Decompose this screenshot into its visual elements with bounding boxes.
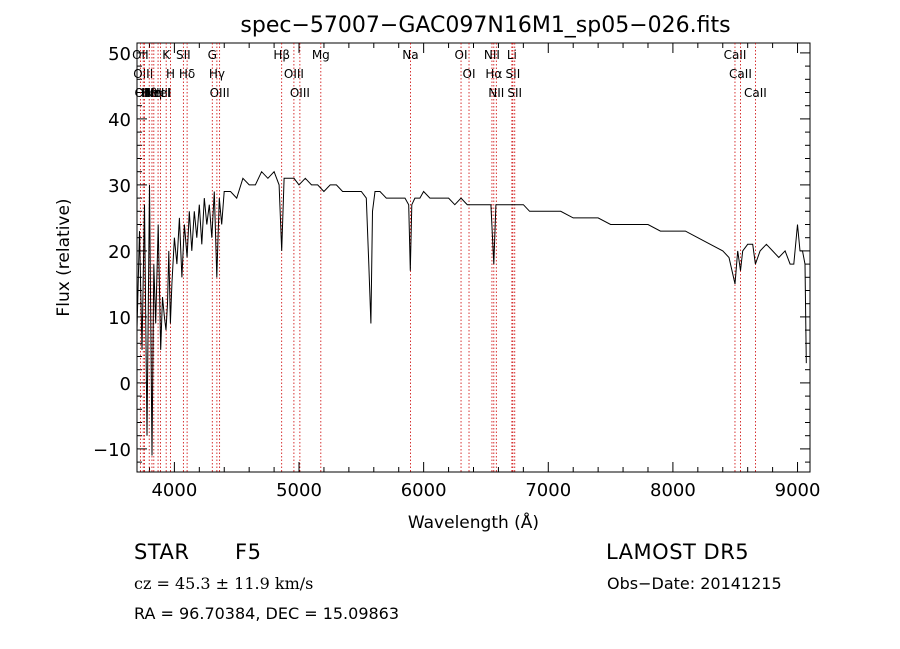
x-tick-label: 9000: [775, 480, 821, 501]
line-marker-label: Na: [402, 48, 418, 62]
line-marker-label: NII: [488, 86, 504, 100]
x-axis-label: Wavelength (Å): [408, 511, 539, 533]
line-marker-label: OII: [132, 48, 149, 62]
y-tick-label: 50: [108, 44, 131, 65]
y-tick-label: 10: [108, 308, 131, 329]
y-tick-label: −10: [93, 440, 131, 461]
line-marker-label: HeI: [151, 86, 171, 100]
chart-title: spec−57007−GAC097N16M1_sp05−026.fits: [240, 13, 730, 38]
line-marker-label: Mg: [312, 48, 330, 62]
x-tick-label: 6000: [401, 480, 447, 501]
x-tick-label: 4000: [151, 480, 197, 501]
line-marker-label: OIII: [284, 67, 304, 81]
line-marker-label: CaII: [724, 48, 747, 62]
line-marker-label: NII: [484, 48, 500, 62]
object-class: STAR: [134, 540, 190, 564]
line-marker-label: SII: [506, 67, 521, 81]
x-tick-label: 7000: [525, 480, 571, 501]
line-marker-label: SII: [507, 86, 522, 100]
line-marker-label: Li: [507, 48, 517, 62]
line-marker-label: NeIII: [145, 86, 172, 100]
plot-frame: [136, 42, 811, 473]
line-marker-label: H: [166, 67, 175, 81]
x-tick-label: 5000: [276, 480, 322, 501]
line-marker-label: OIII: [290, 86, 310, 100]
line-marker-label: OI: [455, 48, 468, 62]
y-tick-label: 0: [120, 374, 131, 395]
coordinates: RA = 96.70384, DEC = 15.09863: [134, 604, 400, 623]
line-marker-label: OIII: [210, 86, 230, 100]
line-marker-label: Hα: [485, 67, 502, 81]
y-axis-label: Flux (relative): [54, 198, 74, 316]
spectrum-series-0: [137, 170, 807, 456]
line-marker-label: G: [208, 48, 217, 62]
redshift-velocity: cz = 45.3 ± 11.9 km/s: [134, 574, 314, 593]
line-marker-label: Hδ: [179, 67, 195, 81]
line-marker-label: Hβ: [273, 48, 290, 62]
line-marker-label: OI: [463, 67, 476, 81]
line-marker-label: CaII: [729, 67, 752, 81]
line-marker-label: K: [162, 48, 171, 62]
survey-label: LAMOST DR5: [606, 540, 750, 564]
line-marker-label: Hθ: [141, 86, 157, 100]
y-tick-label: 20: [108, 242, 131, 263]
line-marker-label: CaII: [744, 86, 767, 100]
line-marker-label: Hγ: [209, 67, 225, 81]
y-tick-label: 30: [108, 176, 131, 197]
line-marker-label: HeI: [142, 86, 162, 100]
line-marker-label: SII: [176, 48, 191, 62]
observation-date: Obs−Date: 20141215: [607, 574, 782, 593]
object-subclass: F5: [235, 540, 262, 564]
y-tick-label: 40: [108, 110, 131, 131]
x-tick-label: 8000: [650, 480, 696, 501]
line-marker-label: OIII: [133, 67, 153, 81]
